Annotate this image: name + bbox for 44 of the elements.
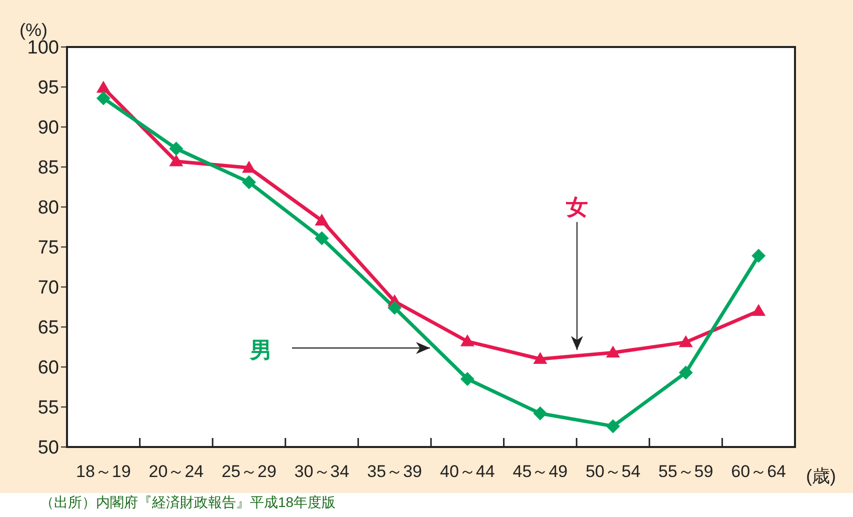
point (533, 406, 548, 420)
text: （出所）内閣府『経済財政報告』平成18年度版 (40, 494, 336, 512)
point (678, 366, 693, 380)
point (242, 175, 256, 190)
text: 男 (249, 338, 272, 362)
point (169, 154, 184, 166)
y-tick-label: 75 (38, 238, 59, 259)
point (96, 80, 110, 93)
point (169, 142, 184, 156)
point (533, 352, 548, 364)
y-tick-label: 95 (38, 78, 59, 99)
x-tick-label: 20～24 (148, 462, 204, 482)
x-axis-title: (歳) (806, 465, 836, 488)
y-tick-label: 80 (38, 198, 59, 219)
x-tick-label: 30～34 (294, 462, 350, 482)
point (242, 160, 256, 173)
point (96, 91, 110, 106)
x-tick-label: 40～44 (440, 462, 495, 482)
point (460, 334, 474, 346)
point (606, 419, 620, 434)
text: 女 (565, 194, 588, 220)
y-tick-label: 60 (38, 358, 59, 379)
point (752, 304, 766, 316)
y-axis-title: (%) (18, 20, 48, 40)
x-tick-label: 55～59 (658, 462, 714, 482)
y-tick-label: 65 (38, 318, 59, 339)
y-tick-label: 90 (38, 118, 59, 139)
x-tick-label: 18～19 (76, 462, 131, 482)
x-tick-label: 60～64 (731, 462, 786, 482)
y-tick-label: 85 (38, 158, 59, 179)
y-tick-label: 55 (38, 398, 59, 419)
y-tick-label: 50 (38, 438, 59, 459)
point (388, 300, 402, 315)
point (678, 335, 693, 348)
y-tick-label: 70 (38, 278, 59, 299)
x-tick-label: 35～39 (367, 462, 422, 482)
x-tick-label: 25～29 (222, 462, 276, 482)
x-tick-label: 45～49 (512, 462, 568, 482)
x-tick-label: 50～54 (586, 462, 640, 482)
point (314, 231, 329, 246)
point (606, 346, 620, 358)
point (460, 372, 474, 386)
point (314, 214, 329, 226)
point (752, 248, 766, 263)
